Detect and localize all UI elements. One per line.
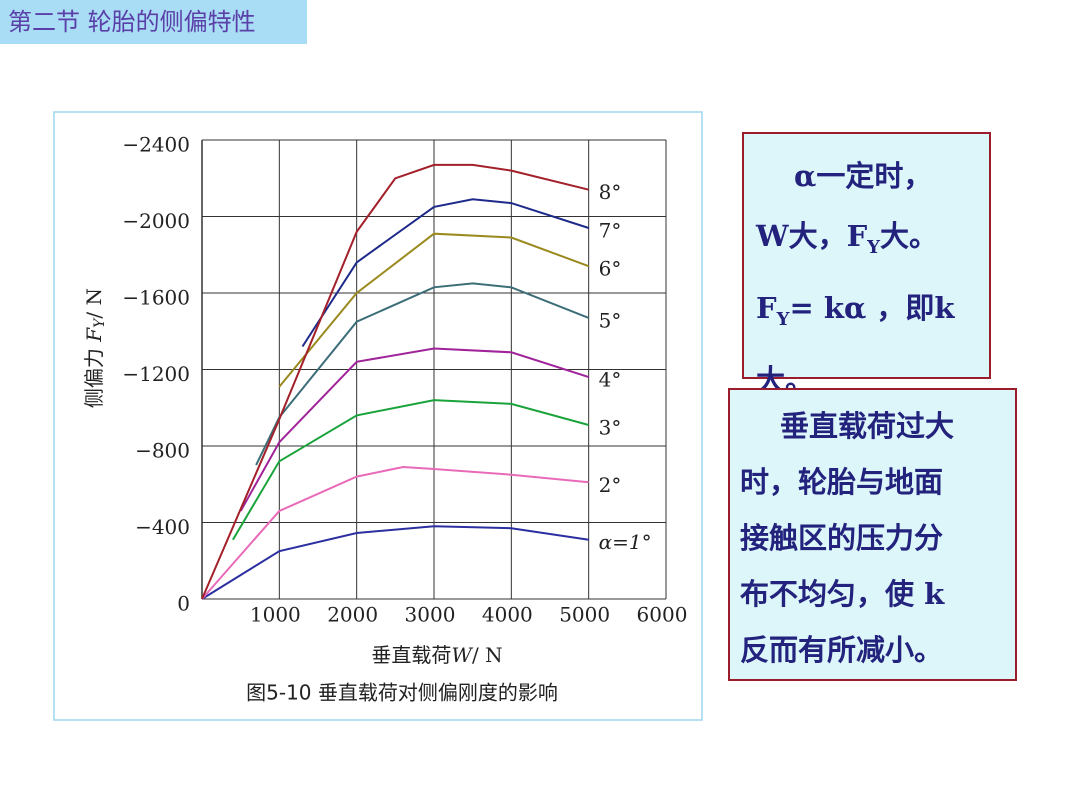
series-line [255, 282, 590, 466]
y-tick-label: −400 [135, 515, 190, 539]
note-line: α一定时， [794, 159, 933, 193]
x-tick-label: 3000 [405, 603, 456, 627]
note-line: 垂直载荷过大 [780, 409, 955, 443]
series-line [239, 347, 590, 512]
series-label: α=1° [599, 530, 652, 554]
x-tick-label: 1000 [250, 603, 301, 627]
x-tick-label: 4000 [482, 603, 533, 627]
y-label-sub: Y [92, 317, 108, 328]
chart-frame [53, 111, 703, 721]
series-label: 8° [599, 180, 622, 204]
header-title: 第二节 轮胎的侧偏特性 [0, 0, 307, 44]
note-line: W大，FY大。 [756, 206, 989, 278]
series-line [201, 163, 589, 600]
note-line: 布不均匀，使 k [740, 577, 945, 611]
note-box: α一定时， W大，FY大。 FY= kα ，即k 大。 [742, 132, 991, 397]
note-text: F [756, 290, 777, 325]
series-line [232, 399, 589, 541]
y-label-var: F [82, 327, 106, 343]
y-tick-label: −800 [135, 439, 190, 463]
note-line: 接触区的压力分 [740, 521, 944, 555]
series-label: 3° [599, 415, 622, 439]
y-tick-label: −1600 [122, 286, 190, 310]
y-tick-label: −1200 [122, 362, 190, 386]
note-line: 时，轮胎与地面 [740, 465, 944, 499]
note-line: 反而有所减小。 [740, 633, 944, 667]
series-line [301, 198, 590, 348]
y-tick-label: 0 [177, 592, 190, 616]
y-label-unit: / N [82, 288, 106, 319]
y-tick-label: −2000 [122, 209, 190, 233]
x-label-unit: / N [472, 643, 503, 667]
series-line [278, 232, 590, 388]
note-text: W大，F [756, 219, 868, 253]
note-text: = kα ，即k [789, 290, 955, 325]
note-text: 大。 [880, 219, 939, 253]
series-line [201, 525, 589, 600]
x-tick-label: 6000 [637, 603, 688, 627]
series-label: 6° [599, 257, 622, 281]
y-axis-label: 侧偏力 FY/ N [82, 288, 109, 408]
x-tick-label: 2000 [327, 603, 378, 627]
series-label: 4° [599, 368, 622, 392]
series-line [201, 465, 589, 600]
caption: 图5-10 垂直载荷对侧偏刚度的影响 [246, 681, 558, 705]
note-sub: Y [776, 308, 790, 330]
note-box: 垂直载荷过大时，轮胎与地面 接触区的压力分 布不均匀，使 k 反而有所减小。 [728, 388, 1017, 681]
series-label: 2° [599, 473, 622, 497]
y-label-main: 侧偏力 [82, 348, 106, 408]
x-label-var: W [451, 643, 473, 667]
y-tick-label: −2400 [122, 133, 190, 157]
note-line: FY= kα ，即k [756, 278, 989, 350]
x-label-main: 垂直载荷 [371, 643, 451, 667]
series-label: 7° [599, 218, 622, 242]
note-sub: Y [867, 236, 881, 258]
x-tick-label: 5000 [559, 603, 610, 627]
series-label: 5° [599, 308, 622, 332]
x-axis-label: 垂直载荷W/ N [371, 643, 502, 667]
